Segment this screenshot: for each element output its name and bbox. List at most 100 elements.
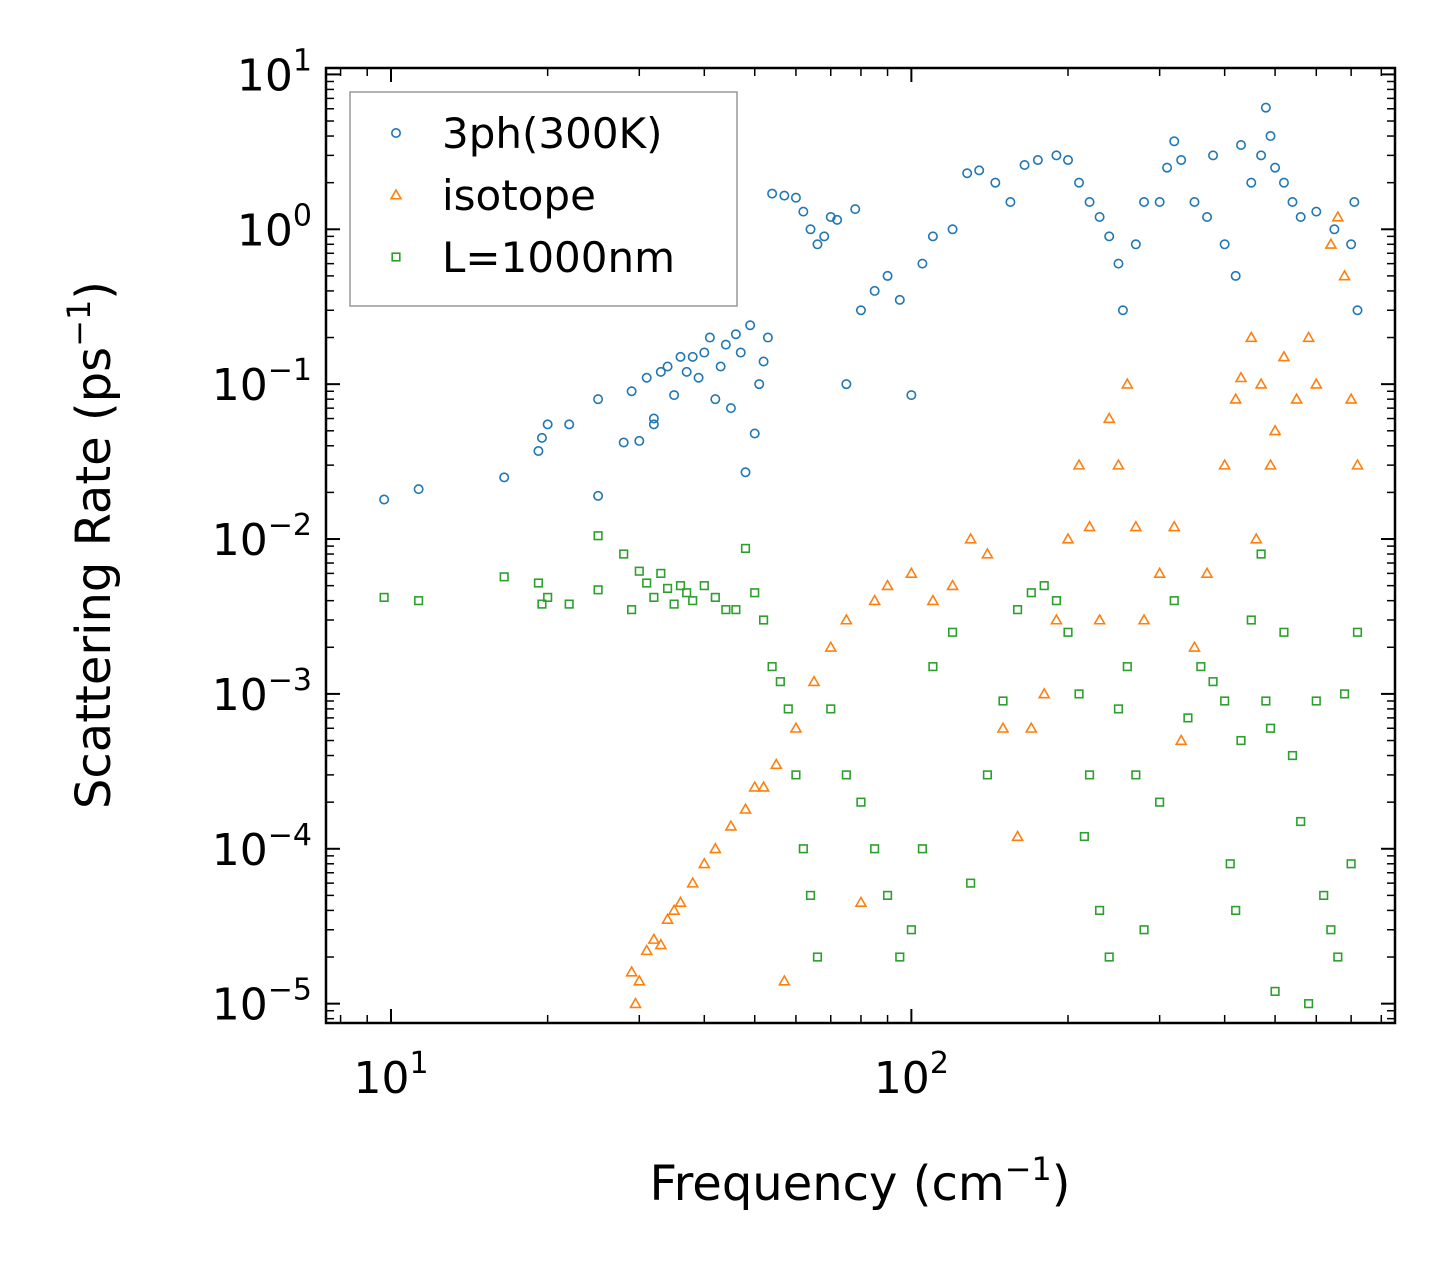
data-point xyxy=(868,594,882,606)
data-point xyxy=(1230,270,1241,281)
data-point xyxy=(1079,831,1089,842)
data-point xyxy=(642,578,652,588)
data-point xyxy=(841,770,851,780)
data-point xyxy=(1246,177,1257,188)
data-point xyxy=(1277,350,1291,362)
data-point xyxy=(1104,231,1115,242)
data-point xyxy=(1094,905,1105,916)
data-point xyxy=(1084,197,1095,208)
data-point xyxy=(1302,330,1316,343)
data-point xyxy=(1188,640,1201,652)
data-point xyxy=(682,588,692,598)
data-point xyxy=(739,802,752,814)
data-point xyxy=(1218,458,1232,470)
data-point xyxy=(1074,689,1084,699)
data-point xyxy=(962,168,973,179)
data-point xyxy=(926,594,940,606)
legend-label: L=1000nm xyxy=(442,233,675,282)
data-point xyxy=(783,704,793,714)
data-point xyxy=(1225,859,1235,869)
data-point xyxy=(499,472,510,483)
data-point xyxy=(674,895,687,908)
data-point xyxy=(626,386,637,397)
data-point xyxy=(593,585,603,595)
data-point xyxy=(667,903,681,915)
data-point xyxy=(533,446,544,457)
data-point xyxy=(648,413,659,424)
data-point xyxy=(1102,411,1116,424)
legend-marker xyxy=(390,128,401,139)
data-point xyxy=(1311,696,1321,706)
y-tick-label: 10−2 xyxy=(212,508,312,566)
data-point xyxy=(1051,596,1062,606)
data-point xyxy=(1208,677,1218,687)
data-point xyxy=(379,592,389,602)
data-point xyxy=(1351,458,1364,470)
data-point xyxy=(1208,150,1219,161)
legend: 3ph(300K) isotope L=1000nm xyxy=(349,91,738,307)
data-point xyxy=(791,770,801,780)
data-point xyxy=(1113,704,1124,714)
data-point xyxy=(564,599,574,609)
data-point xyxy=(906,390,917,401)
data-point xyxy=(895,952,905,962)
data-point xyxy=(946,579,959,591)
data-point xyxy=(1290,392,1304,404)
data-point xyxy=(777,974,791,986)
data-point xyxy=(662,361,673,372)
legend-marker xyxy=(389,188,403,200)
data-point xyxy=(1012,605,1023,615)
data-point xyxy=(647,932,661,944)
data-point xyxy=(1037,687,1051,699)
data-point xyxy=(699,347,710,358)
data-point xyxy=(824,640,838,652)
data-point xyxy=(1333,952,1343,962)
legend-label: 3ph(300K) xyxy=(442,109,662,158)
data-point xyxy=(648,419,659,430)
data-point xyxy=(1231,905,1241,916)
data-point xyxy=(1311,206,1322,217)
data-point xyxy=(740,543,751,553)
x-tick-label: 102 xyxy=(874,1046,949,1104)
data-point xyxy=(669,599,679,609)
data-point xyxy=(1346,239,1357,250)
data-point xyxy=(627,605,637,615)
data-point xyxy=(735,347,746,358)
data-point xyxy=(731,605,741,615)
data-point xyxy=(1005,197,1016,208)
data-point xyxy=(750,588,760,598)
data-point xyxy=(757,780,770,792)
data-point xyxy=(662,583,673,593)
data-point xyxy=(754,379,765,390)
y-tick-label: 10−1 xyxy=(212,353,312,411)
data-point xyxy=(625,965,639,977)
data-point xyxy=(1129,520,1143,532)
data-point xyxy=(906,925,916,935)
data-point xyxy=(1176,155,1187,166)
data-point xyxy=(798,844,808,854)
data-point xyxy=(730,329,741,340)
data-point xyxy=(775,677,785,687)
data-point xyxy=(869,285,880,296)
data-point xyxy=(708,842,722,854)
y-tick-label: 10−5 xyxy=(212,973,312,1031)
data-point xyxy=(1051,150,1062,161)
data-point xyxy=(996,721,1010,733)
data-point xyxy=(1329,224,1340,235)
data-point xyxy=(1155,797,1165,807)
data-point xyxy=(721,605,731,615)
data-point xyxy=(779,190,790,201)
plot-frame xyxy=(324,66,1397,1025)
data-point xyxy=(748,780,762,792)
data-point xyxy=(740,467,751,478)
data-point xyxy=(1349,197,1360,208)
data-point xyxy=(1254,377,1268,389)
data-point xyxy=(1169,136,1180,147)
data-point xyxy=(1113,258,1124,269)
data-point xyxy=(947,224,958,235)
data-point xyxy=(1050,613,1063,625)
y-tick-label: 100 xyxy=(237,198,312,256)
data-point xyxy=(805,224,816,235)
data-point xyxy=(1174,733,1188,746)
data-point xyxy=(1244,330,1258,343)
